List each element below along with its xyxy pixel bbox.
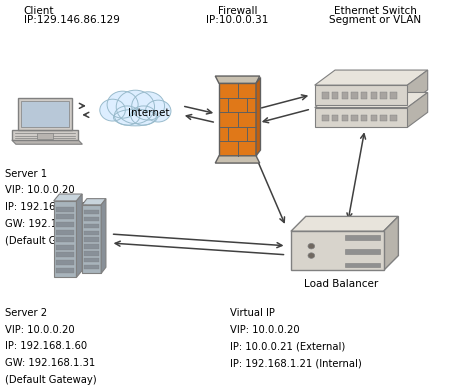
FancyBboxPatch shape: [56, 260, 74, 265]
Ellipse shape: [112, 106, 159, 124]
FancyBboxPatch shape: [56, 245, 74, 250]
Text: IP: 192.168.1.21 (Internal): IP: 192.168.1.21 (Internal): [230, 358, 362, 368]
Ellipse shape: [114, 109, 157, 126]
Ellipse shape: [131, 106, 156, 125]
Polygon shape: [82, 199, 106, 205]
Ellipse shape: [100, 99, 125, 121]
Polygon shape: [407, 70, 428, 105]
FancyBboxPatch shape: [54, 201, 76, 278]
Circle shape: [308, 253, 314, 258]
Text: VIP: 10.0.0.20: VIP: 10.0.0.20: [5, 325, 75, 335]
Polygon shape: [215, 156, 260, 163]
Text: IP: 10.0.0.21 (External): IP: 10.0.0.21 (External): [230, 341, 346, 352]
Circle shape: [308, 243, 314, 249]
Polygon shape: [54, 194, 82, 201]
FancyBboxPatch shape: [84, 251, 99, 256]
FancyBboxPatch shape: [84, 224, 99, 228]
FancyBboxPatch shape: [380, 92, 387, 99]
Text: Firewall: Firewall: [218, 6, 257, 16]
Text: Server 2: Server 2: [5, 308, 47, 318]
FancyBboxPatch shape: [332, 92, 338, 99]
Polygon shape: [314, 93, 428, 107]
FancyBboxPatch shape: [322, 92, 329, 99]
Text: Load Balancer: Load Balancer: [304, 279, 378, 289]
FancyBboxPatch shape: [84, 210, 99, 214]
FancyBboxPatch shape: [84, 258, 99, 263]
Ellipse shape: [145, 100, 171, 122]
Text: IP:10.0.0.31: IP:10.0.0.31: [206, 15, 269, 25]
FancyBboxPatch shape: [345, 263, 380, 267]
Ellipse shape: [132, 92, 164, 120]
FancyBboxPatch shape: [314, 107, 407, 127]
FancyBboxPatch shape: [352, 114, 358, 122]
FancyBboxPatch shape: [82, 205, 101, 274]
Polygon shape: [101, 199, 106, 274]
FancyBboxPatch shape: [56, 230, 74, 234]
FancyBboxPatch shape: [370, 114, 377, 122]
FancyBboxPatch shape: [18, 98, 72, 130]
FancyBboxPatch shape: [84, 265, 99, 269]
FancyBboxPatch shape: [314, 85, 407, 105]
Text: Client: Client: [24, 6, 54, 16]
FancyBboxPatch shape: [21, 101, 69, 127]
Text: IP:129.146.86.129: IP:129.146.86.129: [24, 15, 120, 25]
FancyBboxPatch shape: [219, 83, 256, 156]
Polygon shape: [384, 216, 399, 270]
FancyBboxPatch shape: [56, 252, 74, 258]
Text: (Default Gateway): (Default Gateway): [5, 236, 96, 246]
FancyBboxPatch shape: [56, 214, 74, 219]
Text: Segment or VLAN: Segment or VLAN: [329, 15, 421, 25]
FancyBboxPatch shape: [390, 114, 397, 122]
Text: Internet: Internet: [128, 107, 170, 118]
Text: Server 1: Server 1: [5, 169, 47, 179]
FancyBboxPatch shape: [352, 92, 358, 99]
FancyBboxPatch shape: [84, 244, 99, 249]
FancyBboxPatch shape: [84, 217, 99, 221]
Text: IP: 192.168.1.60: IP: 192.168.1.60: [5, 341, 87, 352]
FancyBboxPatch shape: [342, 114, 348, 122]
Text: VIP: 10.0.0.20: VIP: 10.0.0.20: [5, 185, 75, 196]
FancyBboxPatch shape: [380, 114, 387, 122]
FancyBboxPatch shape: [322, 114, 329, 122]
Ellipse shape: [116, 90, 154, 123]
FancyBboxPatch shape: [84, 238, 99, 242]
Ellipse shape: [107, 91, 138, 118]
Polygon shape: [12, 140, 82, 144]
Polygon shape: [256, 78, 260, 156]
FancyBboxPatch shape: [345, 235, 380, 240]
FancyBboxPatch shape: [12, 130, 78, 140]
FancyBboxPatch shape: [361, 114, 368, 122]
Polygon shape: [76, 194, 82, 278]
FancyBboxPatch shape: [37, 134, 53, 139]
FancyBboxPatch shape: [56, 222, 74, 227]
Text: VIP: 10.0.0.20: VIP: 10.0.0.20: [230, 325, 300, 335]
Polygon shape: [407, 93, 428, 127]
Polygon shape: [291, 216, 399, 231]
FancyBboxPatch shape: [291, 231, 383, 270]
Text: GW: 192.168.1.31: GW: 192.168.1.31: [5, 219, 95, 229]
FancyBboxPatch shape: [370, 92, 377, 99]
Text: IP: 192.168.1.50: IP: 192.168.1.50: [5, 202, 87, 212]
FancyBboxPatch shape: [342, 92, 348, 99]
Polygon shape: [215, 76, 260, 83]
FancyBboxPatch shape: [390, 92, 397, 99]
FancyBboxPatch shape: [84, 230, 99, 235]
FancyBboxPatch shape: [332, 114, 338, 122]
FancyBboxPatch shape: [56, 237, 74, 242]
FancyBboxPatch shape: [361, 92, 368, 99]
Text: Ethernet Switch: Ethernet Switch: [334, 6, 417, 16]
Text: GW: 192.168.1.31: GW: 192.168.1.31: [5, 358, 95, 368]
FancyBboxPatch shape: [345, 249, 380, 254]
FancyBboxPatch shape: [56, 268, 74, 273]
Ellipse shape: [114, 106, 140, 125]
Polygon shape: [314, 70, 428, 85]
Text: (Default Gateway): (Default Gateway): [5, 375, 96, 385]
Text: Virtual IP: Virtual IP: [230, 308, 275, 318]
FancyBboxPatch shape: [56, 207, 74, 212]
